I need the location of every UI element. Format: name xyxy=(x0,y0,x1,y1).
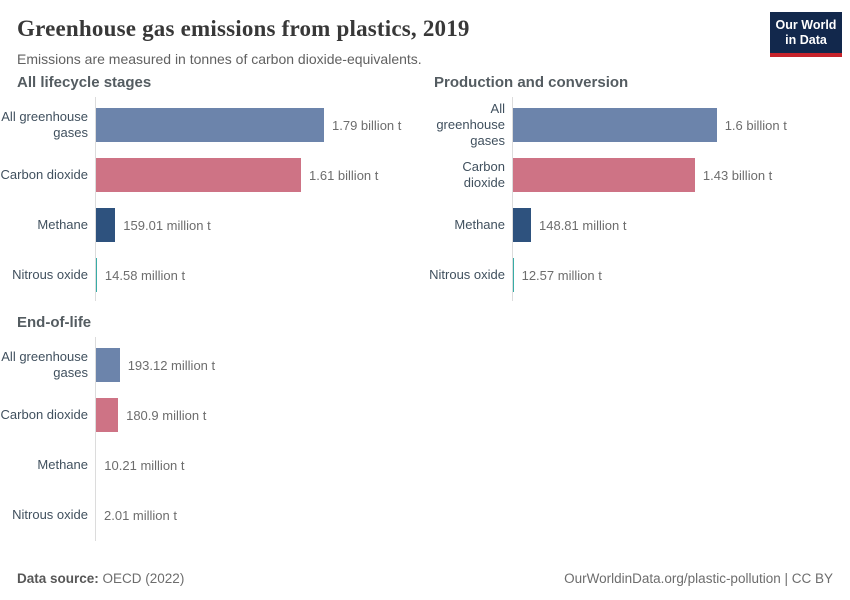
footer-attribution: OurWorldinData.org/plastic-pollution | C… xyxy=(564,571,833,586)
bar-row: All greenhouse gases 1.79 billion t xyxy=(0,100,425,150)
page-title: Greenhouse gas emissions from plastics, … xyxy=(17,16,470,41)
chart-header: Greenhouse gas emissions from plastics, … xyxy=(0,0,850,67)
value-label: 1.79 billion t xyxy=(332,117,402,133)
bar-row: Carbon dioxide 180.9 million t xyxy=(0,390,425,440)
data-source: Data source: OECD (2022) xyxy=(17,571,184,586)
bar-area: 14.58 million t xyxy=(95,258,425,292)
bar-area: 1.79 billion t xyxy=(95,108,425,142)
bar-area: 148.81 million t xyxy=(512,208,850,242)
data-source-label: Data source: xyxy=(17,571,99,586)
category-label: Carbon dioxide xyxy=(0,406,88,422)
panel-production-and-conversion: Production and conversion All greenhouse… xyxy=(425,74,850,314)
bar-row: Methane 10.21 million t xyxy=(0,440,425,490)
panel-end-of-life: End-of-life All greenhouse gases 193.12 m… xyxy=(0,314,425,554)
bar-area: 1.61 billion t xyxy=(95,158,425,192)
panel-title: Production and conversion xyxy=(434,74,629,91)
panel-title: End-of-life xyxy=(17,314,92,331)
bar-area: 10.21 million t xyxy=(95,448,425,482)
bar-row: All greenhouse gases 1.6 billion t xyxy=(425,100,850,150)
logo-text-line1: Our World xyxy=(775,18,837,32)
value-label: 148.81 million t xyxy=(539,217,627,233)
bar-chart: All greenhouse gases 1.6 billion t Carbon … xyxy=(425,97,850,301)
bar-row: Nitrous oxide 12.57 million t xyxy=(425,250,850,300)
panels-grid: All lifecycle stages All greenhouse gase… xyxy=(0,74,850,554)
bar-area: 1.6 billion t xyxy=(512,108,850,142)
bar-row: Methane 148.81 million t xyxy=(425,200,850,250)
bar-carbon-dioxide xyxy=(95,158,301,192)
bar-area: 180.9 million t xyxy=(95,398,425,432)
category-label: All greenhouse gases xyxy=(436,100,505,149)
bar-all-greenhouse-gases xyxy=(95,108,324,142)
bar-carbon-dioxide xyxy=(512,158,695,192)
bar-chart: All greenhouse gases 1.79 billion t Carbon… xyxy=(0,97,425,301)
value-label: 10.21 million t xyxy=(104,457,185,473)
value-label: 14.58 million t xyxy=(104,267,186,283)
category-label: Nitrous oxide xyxy=(12,506,88,522)
bar-row: Nitrous oxide 2.01 million t xyxy=(0,490,425,540)
bar-methane xyxy=(95,208,116,242)
bar-area: 159.01 million t xyxy=(95,208,425,242)
y-axis-line xyxy=(95,337,96,541)
value-label: 1.6 billion t xyxy=(724,117,787,133)
data-source-value: OECD (2022) xyxy=(98,571,185,586)
bar-methane xyxy=(512,208,531,242)
bar-chart: All greenhouse gases 193.12 million t Carb… xyxy=(0,337,425,541)
bar-rows: All greenhouse gases 1.6 billion t Carbon … xyxy=(425,100,850,300)
value-label: 12.57 million t xyxy=(521,267,602,283)
bar-area: 193.12 million t xyxy=(95,348,425,382)
value-label: 1.43 billion t xyxy=(702,167,773,183)
bar-all-greenhouse-gases xyxy=(95,348,120,382)
logo-text-line2: in Data xyxy=(785,33,827,47)
category-label: Methane xyxy=(37,216,88,232)
category-label: Methane xyxy=(454,216,505,232)
category-label: Carbon dioxide xyxy=(0,166,88,182)
category-label: Carbon dioxide xyxy=(462,158,505,190)
panel-empty xyxy=(425,314,850,554)
category-label: All greenhouse gases xyxy=(1,108,88,140)
panel-title: All lifecycle stages xyxy=(17,74,152,91)
bar-all-greenhouse-gases xyxy=(512,108,717,142)
category-label: Methane xyxy=(37,456,88,472)
category-label: Nitrous oxide xyxy=(429,266,505,282)
bar-row: Carbon dioxide 1.61 billion t xyxy=(0,150,425,200)
bar-rows: All greenhouse gases 1.79 billion t Carbon… xyxy=(0,100,425,300)
bar-carbon-dioxide xyxy=(95,398,119,432)
bar-row: Nitrous oxide 14.58 million t xyxy=(0,250,425,300)
category-label: Nitrous oxide xyxy=(12,266,88,282)
bar-row: Methane 159.01 million t xyxy=(0,200,425,250)
y-axis-line xyxy=(512,97,513,301)
bar-area: 12.57 million t xyxy=(512,258,850,292)
value-label: 159.01 million t xyxy=(123,217,211,233)
value-label: 193.12 million t xyxy=(127,357,216,373)
chart-footer: Data source: OECD (2022) OurWorldinData.… xyxy=(17,571,833,586)
bar-rows: All greenhouse gases 193.12 million t Carb… xyxy=(0,340,425,540)
y-axis-line xyxy=(95,97,96,301)
bar-area: 2.01 million t xyxy=(95,498,425,532)
value-label: 1.61 billion t xyxy=(309,167,379,183)
panel-all-lifecycle-stages: All lifecycle stages All greenhouse gase… xyxy=(0,74,425,314)
bar-row: All greenhouse gases 193.12 million t xyxy=(0,340,425,390)
value-label: 180.9 million t xyxy=(126,407,207,423)
owid-logo: Our World in Data xyxy=(770,12,842,57)
chart-subtitle: Emissions are measured in tonnes of carb… xyxy=(17,51,422,67)
category-label: All greenhouse gases xyxy=(1,348,88,380)
value-label: 2.01 million t xyxy=(104,507,177,523)
bar-row: Carbon dioxide 1.43 billion t xyxy=(425,150,850,200)
bar-area: 1.43 billion t xyxy=(512,158,850,192)
